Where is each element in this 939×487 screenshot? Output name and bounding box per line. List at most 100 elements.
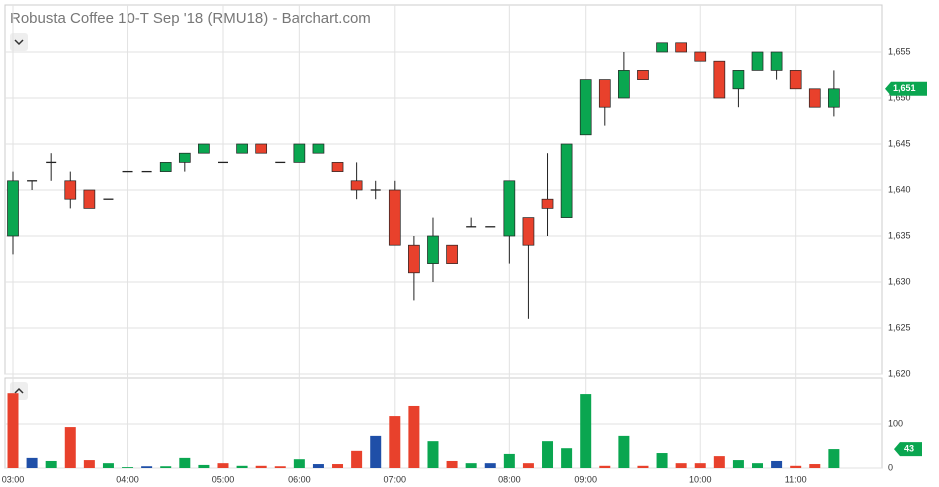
x-tick-label: 05:00 xyxy=(212,474,235,484)
last-price-label: 1,651 xyxy=(893,83,916,93)
candle-body xyxy=(198,143,210,154)
y-tick-label: 1,620 xyxy=(888,368,911,378)
volume-bar xyxy=(351,450,363,468)
volume-bar xyxy=(255,465,267,468)
volume-bar xyxy=(160,466,172,468)
volume-bar xyxy=(217,463,229,468)
volume-bar xyxy=(141,466,153,468)
candle-body xyxy=(541,198,554,209)
volume-bar xyxy=(446,460,458,468)
candle-body xyxy=(637,70,649,80)
candle-body xyxy=(560,143,573,218)
candle-body xyxy=(751,51,764,71)
volume-bar xyxy=(179,457,191,468)
candle-body xyxy=(770,51,783,71)
volume-bar xyxy=(332,464,344,468)
candle-body xyxy=(255,143,268,154)
candle-body xyxy=(446,244,458,264)
volume-bar xyxy=(198,464,210,468)
volume-bar xyxy=(675,463,687,468)
volume-bar xyxy=(312,464,324,468)
volume-bar xyxy=(561,448,573,468)
y-tick-label: 1,625 xyxy=(888,322,911,332)
volume-bar xyxy=(828,449,840,468)
candle-body xyxy=(312,143,325,154)
chart-title: Robusta Coffee 10-T Sep '18 (RMU18) - Ba… xyxy=(10,10,371,27)
y-tick-label: 1,645 xyxy=(888,138,911,148)
volume-panel xyxy=(4,377,883,469)
volume-bar xyxy=(83,460,95,468)
volume-bar xyxy=(274,466,286,468)
candle-body xyxy=(408,244,420,274)
collapse-button[interactable] xyxy=(10,33,28,51)
candle-body xyxy=(618,70,630,99)
volume-bar xyxy=(236,465,248,468)
volume-bar xyxy=(45,460,57,468)
y-tick-label: 0 xyxy=(888,462,893,472)
candle-body xyxy=(7,180,19,237)
candle-body xyxy=(713,60,726,99)
last-volume-badge xyxy=(894,442,922,457)
last-volume-label: 43 xyxy=(904,443,914,453)
volume-bar xyxy=(64,427,76,468)
x-tick-label: 09:00 xyxy=(574,474,597,484)
x-tick-label: 10:00 xyxy=(689,474,712,484)
candle-body xyxy=(522,217,535,246)
chevron-icon xyxy=(14,39,24,46)
volume-bar xyxy=(713,456,725,468)
x-tick-label: 03:00 xyxy=(2,474,25,484)
candle-body xyxy=(293,143,306,163)
candle-body xyxy=(427,235,439,264)
volume-bar xyxy=(503,453,515,468)
volume-bar xyxy=(26,457,38,468)
candle-body xyxy=(808,88,821,108)
y-tick-label: 1,655 xyxy=(888,46,911,56)
volume-bar xyxy=(599,465,611,468)
last-price-badge xyxy=(885,81,927,96)
candle-body xyxy=(236,143,248,154)
volume-bar xyxy=(809,464,821,468)
candle-body xyxy=(159,162,172,172)
volume-bar xyxy=(637,465,649,468)
y-tick-label: 1,635 xyxy=(888,230,911,240)
candle-body xyxy=(694,51,707,62)
volume-bar xyxy=(484,463,496,468)
volume-bar xyxy=(7,393,19,468)
x-tick-label: 08:00 xyxy=(498,474,521,484)
candle-body xyxy=(598,79,611,108)
candle-body xyxy=(83,189,96,209)
volume-bar xyxy=(102,463,114,468)
candle-body xyxy=(579,79,592,136)
volume-bar xyxy=(465,463,477,468)
candle-body xyxy=(350,180,363,191)
volume-bar xyxy=(522,463,534,468)
volume-bar xyxy=(389,416,401,468)
x-tick-label: 04:00 xyxy=(116,474,139,484)
volume-bar xyxy=(293,459,305,468)
volume-bar xyxy=(618,435,630,468)
y-tick-label: 1,640 xyxy=(888,184,911,194)
x-tick-label: 06:00 xyxy=(288,474,311,484)
volume-bar xyxy=(427,441,439,468)
x-tick-label: 07:00 xyxy=(384,474,407,484)
candle-body xyxy=(828,88,840,108)
volume-bar xyxy=(542,441,554,468)
candle-body xyxy=(789,70,802,90)
candle-body xyxy=(178,152,191,163)
y-tick-label: 1,630 xyxy=(888,276,911,286)
y-tick-label: 1,650 xyxy=(888,92,911,102)
volume-bar xyxy=(732,460,744,468)
volume-bar xyxy=(580,394,592,468)
volume-bar xyxy=(752,463,764,468)
candle-body xyxy=(331,162,344,172)
y-tick-label: 100 xyxy=(888,418,903,428)
volume-bar xyxy=(790,465,802,468)
volume-bar xyxy=(656,453,668,468)
volume-bar xyxy=(694,463,706,468)
candle-body xyxy=(64,180,77,200)
volume-bar xyxy=(122,467,134,468)
volume-bar xyxy=(771,460,783,468)
candle-body xyxy=(503,180,516,237)
